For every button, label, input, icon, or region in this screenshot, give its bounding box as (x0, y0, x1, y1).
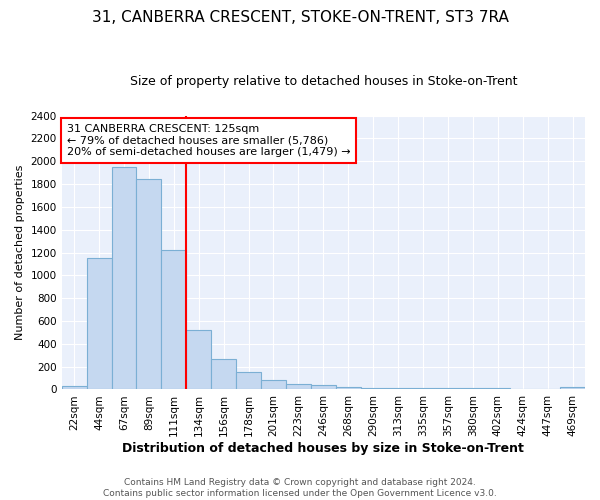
Bar (161, 250, 186, 390)
Bar (112, 167, 136, 390)
Bar (535, 389, 560, 390)
Bar (62, 386, 86, 390)
Bar (436, 388, 460, 390)
Y-axis label: Number of detached properties: Number of detached properties (15, 165, 25, 340)
Bar (336, 387, 361, 390)
Bar (485, 388, 510, 390)
Text: 31, CANBERRA CRESCENT, STOKE-ON-TRENT, ST3 7RA: 31, CANBERRA CRESCENT, STOKE-ON-TRENT, S… (92, 10, 508, 25)
Bar (86, 258, 112, 390)
Bar (361, 388, 386, 390)
Bar (261, 380, 286, 390)
X-axis label: Distribution of detached houses by size in Stoke-on-Trent: Distribution of detached houses by size … (122, 442, 524, 455)
Bar (386, 388, 410, 390)
Title: Size of property relative to detached houses in Stoke-on-Trent: Size of property relative to detached ho… (130, 75, 517, 88)
Text: 31 CANBERRA CRESCENT: 125sqm
← 79% of detached houses are smaller (5,786)
20% of: 31 CANBERRA CRESCENT: 125sqm ← 79% of de… (67, 124, 350, 157)
Bar (136, 180, 161, 390)
Bar (410, 388, 436, 390)
Bar (236, 372, 261, 390)
Bar (186, 330, 211, 390)
Text: Contains HM Land Registry data © Crown copyright and database right 2024.
Contai: Contains HM Land Registry data © Crown c… (103, 478, 497, 498)
Bar (286, 384, 311, 390)
Bar (510, 389, 535, 390)
Bar (311, 385, 336, 390)
Bar (560, 388, 585, 390)
Bar (460, 388, 485, 390)
Bar (211, 359, 236, 390)
